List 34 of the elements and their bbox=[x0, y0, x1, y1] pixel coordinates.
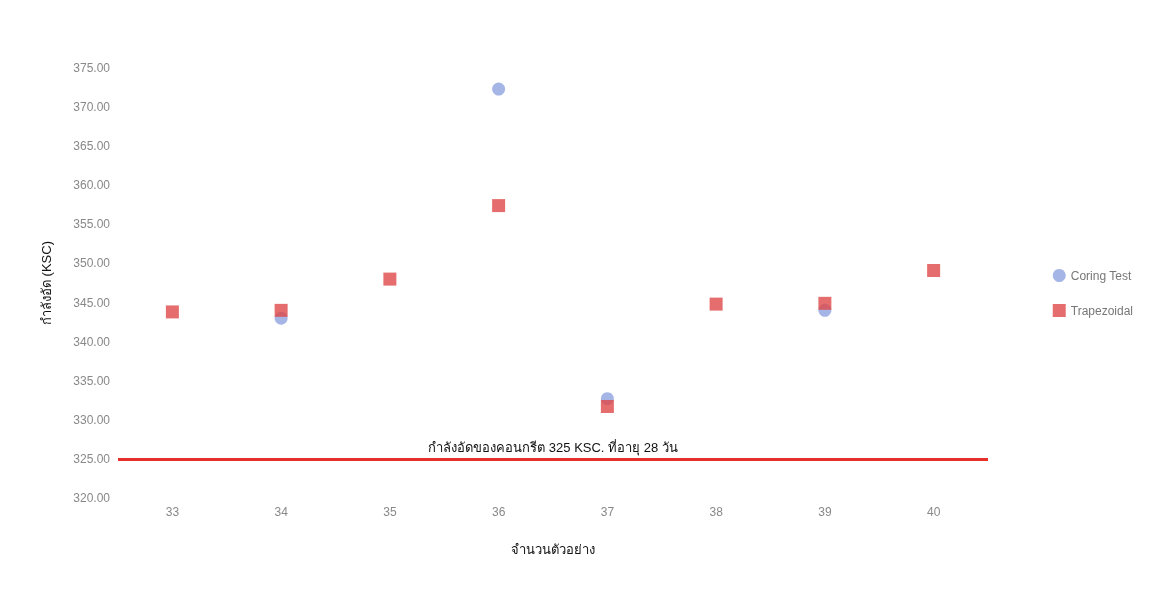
y-tick-label: 355.00 bbox=[73, 217, 111, 232]
x-tick-label: 40 bbox=[926, 505, 941, 519]
legend-label: Trapezoidal bbox=[1070, 303, 1134, 318]
point bbox=[709, 297, 723, 311]
point bbox=[492, 82, 506, 96]
y-tick-label: 370.00 bbox=[73, 100, 111, 115]
point bbox=[274, 303, 288, 317]
y-tick-label: 365.00 bbox=[73, 139, 111, 154]
y-tick-label: 360.00 bbox=[73, 178, 111, 193]
point bbox=[818, 296, 832, 310]
x-axis-title: จำนวนตัวอย่าง bbox=[511, 542, 595, 557]
y-tick-label: 335.00 bbox=[73, 373, 111, 388]
y-tick-label: 350.00 bbox=[73, 256, 111, 271]
y-tick-label: 340.00 bbox=[73, 334, 111, 349]
ref-line-label: กำลังอัดของคอนกรีต 325 KSC. ที่อายุ 28 วัน bbox=[428, 438, 678, 456]
point bbox=[927, 263, 941, 277]
x-tick-label: 37 bbox=[600, 505, 615, 519]
y-tick-label: 375.00 bbox=[73, 61, 111, 75]
y-tick-label: 330.00 bbox=[73, 412, 111, 427]
point bbox=[492, 199, 506, 213]
x-tick-label: 34 bbox=[274, 505, 289, 519]
legend-label: Coring Test bbox=[1070, 268, 1132, 283]
x-tick-label: 39 bbox=[818, 505, 832, 519]
x-tick-label: 33 bbox=[165, 505, 180, 519]
x-tick-label: 38 bbox=[709, 505, 724, 519]
point bbox=[165, 305, 179, 319]
y-tick-label: 345.00 bbox=[73, 295, 111, 310]
x-tick-label: 35 bbox=[383, 505, 397, 519]
y-axis-title: กำลังอัด (KSC) bbox=[39, 241, 54, 325]
y-tick-label: 325.00 bbox=[73, 451, 111, 466]
x-tick-label: 36 bbox=[491, 505, 506, 519]
point bbox=[383, 272, 397, 286]
point bbox=[600, 400, 614, 414]
y-tick-label: 320.00 bbox=[73, 491, 111, 505]
